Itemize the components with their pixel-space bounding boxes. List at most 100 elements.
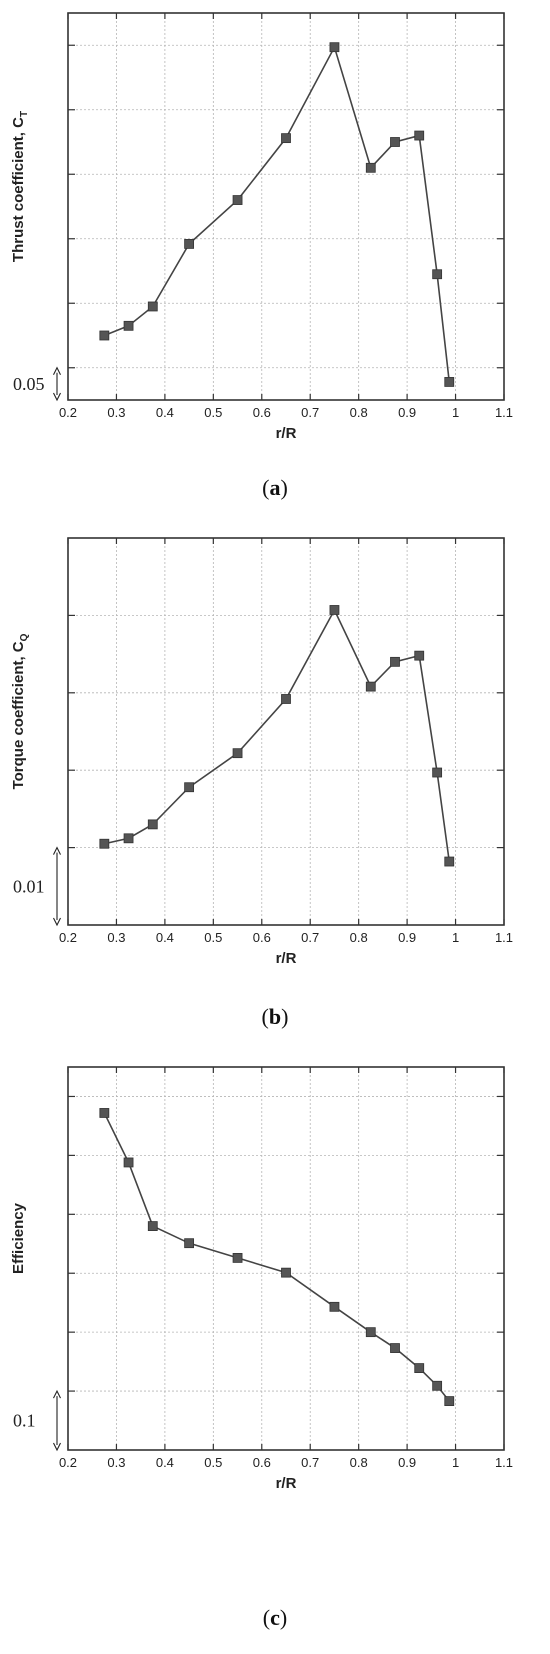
chart-a-scale-label: 0.05 — [13, 374, 45, 394]
chart-c-xtick-label: 0.3 — [107, 1455, 125, 1470]
chart-c-point — [414, 1363, 425, 1373]
chart-c-xtick-label: 1.1 — [495, 1455, 513, 1470]
chart-b-point — [432, 767, 443, 778]
chart-c-series-line — [103, 1112, 450, 1402]
chart-a-frame — [67, 12, 505, 401]
chart-a-xtick-label: 0.6 — [253, 405, 271, 420]
chart-b-point — [184, 782, 195, 793]
chart-c-xtick-label: 0.9 — [398, 1455, 416, 1470]
chart-a-point — [281, 133, 291, 144]
chart-c-scale-arrow-up — [53, 1389, 61, 1399]
chart-b-scale-label: 0.01 — [13, 876, 45, 896]
chart-c-point — [329, 1301, 340, 1312]
chart-b-xtick-label: 1 — [452, 930, 459, 945]
chart-a-point — [147, 301, 158, 312]
chart-b-scale-arrow-down — [53, 917, 61, 927]
chart-a-xtick-label: 0.5 — [204, 405, 222, 420]
chart-c-point — [232, 1253, 243, 1263]
chart-a-xtick-label: 0.3 — [107, 405, 125, 420]
chart-c-point — [390, 1343, 400, 1353]
chart-c-xtick-label: 1 — [452, 1455, 459, 1470]
chart-b-xtick-label: 0.5 — [204, 930, 222, 945]
chart-a-ylabel: Thrust coefficient, CT — [10, 111, 30, 262]
chart-c-point — [184, 1238, 195, 1249]
chart-a-point — [123, 320, 134, 331]
chart-b-point — [281, 694, 291, 704]
chart-a-xlabel: r/R — [276, 425, 297, 442]
chart-b-caption-open: ( — [262, 1004, 269, 1029]
chart-c-point — [123, 1157, 134, 1168]
chart-a-caption: (a) — [262, 475, 288, 500]
chart-a-caption-open: ( — [262, 475, 269, 500]
chart-a-point — [184, 239, 195, 249]
chart-c-caption: (c) — [263, 1605, 287, 1630]
chart-c-caption-close: ) — [280, 1605, 287, 1630]
chart-c-frame — [67, 1066, 505, 1451]
chart-b-point — [99, 838, 110, 849]
chart-b-xtick-label: 0.7 — [301, 930, 319, 945]
chart-a-scale-arrow-up — [53, 366, 61, 375]
chart-b-point — [365, 681, 376, 692]
chart-a-point — [232, 195, 243, 205]
chart-a-xtick-label: 1 — [452, 405, 459, 420]
chart-c-point — [281, 1267, 291, 1278]
chart-c: 0.2 0.3 0.4 0.5 0.6 0.7 0.8 0.9 1 1.1 r/R Efficienc… — [10, 1066, 513, 1630]
chart-b-ylabel: Torque coefficient, CQ — [10, 633, 30, 789]
chart-c-scale-arrow-down — [53, 1442, 61, 1452]
chart-b-point — [414, 650, 425, 661]
chart-a-ylabel-main: Thrust coefficient, C — [10, 117, 27, 262]
chart-c-xtick-label: 0.4 — [156, 1455, 174, 1470]
chart-a-series-line — [104, 45, 451, 383]
chart-b-caption-close: ) — [281, 1004, 288, 1029]
chart-c-ylabel-main: Efficiency — [10, 1202, 27, 1274]
chart-b-scale-arrow-up — [53, 846, 61, 855]
chart-c-scale-label: 0.1 — [13, 1411, 36, 1431]
chart-a-point — [329, 42, 340, 53]
chart-b-point — [444, 856, 455, 867]
chart-a-point — [365, 162, 376, 173]
chart-b-caption-letter: b — [269, 1004, 281, 1029]
chart-c-point — [147, 1221, 158, 1231]
chart-b-xtick-label: 0.3 — [107, 930, 125, 945]
chart-b-xtick-label: 0.8 — [350, 930, 368, 945]
chart-b-xtick-label: 0.9 — [398, 930, 416, 945]
chart-b: 0.2 0.3 0.4 0.5 0.6 0.7 0.8 0.9 1 1.1 r/R Torque co… — [10, 537, 513, 1029]
chart-a-xtick-label: 0.8 — [350, 405, 368, 420]
chart-b-xtick-label: 0.4 — [156, 930, 174, 945]
chart-a-xtick-label: 0.4 — [156, 405, 174, 420]
chart-b-point — [329, 605, 340, 615]
chart-a-xtick-label: 1.1 — [495, 405, 513, 420]
chart-b-ylabel-main: Torque coefficient, C — [10, 641, 27, 789]
chart-c-xtick-label: 0.5 — [204, 1455, 222, 1470]
chart-b-caption: (b) — [262, 1004, 289, 1029]
chart-b-xtick-label: 1.1 — [495, 930, 513, 945]
chart-c-xtick-label: 0.7 — [301, 1455, 319, 1470]
chart-a-scale-arrow-down — [53, 392, 61, 402]
chart-a-xtick-label: 0.9 — [398, 405, 416, 420]
chart-b-point — [232, 748, 243, 759]
chart-c-xtick-label: 0.8 — [350, 1455, 368, 1470]
chart-c-ylabel: Efficiency — [10, 1202, 27, 1274]
chart-b-xlabel: r/R — [276, 950, 297, 967]
chart-c-caption-letter: c — [270, 1605, 280, 1630]
chart-b-point — [123, 833, 134, 844]
chart-a-point — [99, 330, 110, 341]
chart-b-xtick-label: 0.2 — [59, 930, 77, 945]
chart-a-point — [390, 137, 400, 147]
chart-c-xlabel: r/R — [276, 1475, 297, 1492]
chart-a-point — [432, 269, 443, 280]
chart-a-caption-close: ) — [281, 475, 288, 500]
chart-a: 0.2 0.3 0.4 0.5 0.6 0.7 0.8 0.9 1 1.1 r/R Thrust co… — [10, 12, 513, 500]
chart-a-point — [444, 377, 455, 387]
chart-b-point — [147, 819, 158, 830]
chart-c-xtick-label: 0.2 — [59, 1455, 77, 1470]
chart-c-point — [365, 1327, 376, 1338]
chart-c-caption-open: ( — [263, 1605, 270, 1630]
chart-a-point — [414, 130, 425, 141]
chart-b-xtick-label: 0.6 — [253, 930, 271, 945]
chart-a-caption-letter: a — [270, 475, 281, 500]
chart-c-point — [432, 1380, 443, 1391]
chart-c-point — [99, 1108, 110, 1118]
